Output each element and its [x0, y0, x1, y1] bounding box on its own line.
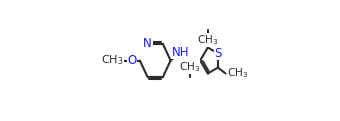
Text: $\mathregular{CH_3}$: $\mathregular{CH_3}$ — [227, 67, 248, 80]
Text: S: S — [214, 47, 222, 60]
Text: O: O — [128, 54, 137, 67]
Text: NH: NH — [172, 46, 189, 59]
Text: N: N — [143, 37, 152, 50]
Text: $\mathregular{CH_3}$: $\mathregular{CH_3}$ — [197, 33, 218, 47]
Text: $\mathregular{CH_3}$: $\mathregular{CH_3}$ — [101, 54, 123, 67]
Text: $\mathregular{CH_3}$: $\mathregular{CH_3}$ — [179, 60, 200, 73]
